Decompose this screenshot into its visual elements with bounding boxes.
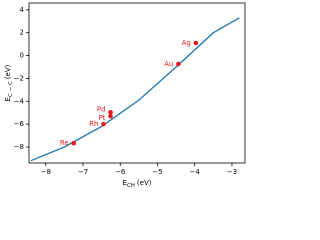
point xyxy=(108,109,113,115)
fit-line xyxy=(30,17,240,162)
point-label: Pd xyxy=(97,105,106,113)
point xyxy=(193,40,199,46)
x-label-main: E xyxy=(123,179,127,187)
y-tick-label: 4 xyxy=(20,6,25,14)
y-label-main: E xyxy=(4,97,12,101)
x-tick-label: −6 xyxy=(115,168,126,176)
point-label: Re xyxy=(60,139,69,147)
y-axis-label: EC − C (eV) xyxy=(4,64,14,101)
x-axis-label: ECH (eV) xyxy=(123,179,152,189)
x-tick-label: −5 xyxy=(152,168,162,176)
page: {"chart_data": {"type": "scatter", "xlab… xyxy=(4,2,246,189)
x-tick-label: −4 xyxy=(190,168,201,176)
point-label: Au xyxy=(164,60,173,68)
point-label: Rh xyxy=(89,120,98,128)
point xyxy=(176,61,181,67)
x-label-sub: CH xyxy=(127,183,135,189)
y-tick-label: −8 xyxy=(14,143,24,151)
y-label-sub: C − C xyxy=(8,81,14,97)
plot-frame xyxy=(28,2,246,164)
point xyxy=(108,113,113,119)
y-tick-label: 0 xyxy=(20,52,24,60)
y-tick-label: −2 xyxy=(14,74,24,82)
chart: ECH (eV) EC − C(eV) −8 −7 −6 −5 −4 −3−8−6−4−20… xyxy=(4,2,246,189)
y-label-unit: (eV) xyxy=(4,64,12,79)
y-tick-label: 2 xyxy=(20,29,24,37)
y-tick-label: −4 xyxy=(14,97,25,105)
x-tick-label: −8 xyxy=(41,168,51,176)
x-tick-label: −7 xyxy=(78,168,88,176)
point-label: Pt xyxy=(99,114,106,122)
y-tick-label: −6 xyxy=(14,120,25,128)
point xyxy=(101,121,106,127)
point xyxy=(71,140,76,146)
x-label-unit: (eV) xyxy=(137,179,152,187)
x-tick-label: −3 xyxy=(227,168,237,176)
point-label: Ag xyxy=(182,39,191,47)
